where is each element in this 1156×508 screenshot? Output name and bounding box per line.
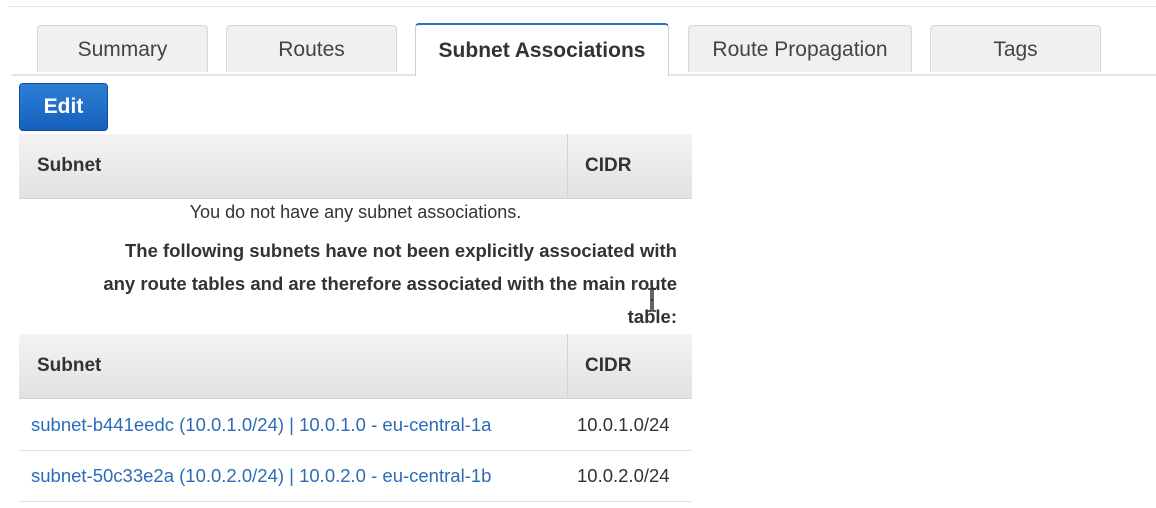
text-cursor-icon	[648, 288, 656, 312]
subnet-link[interactable]: subnet-b441eedc (10.0.1.0/24) | 10.0.1.0…	[31, 414, 492, 435]
subnets-cidr-column-header[interactable]: CIDR	[585, 355, 632, 376]
column-divider	[567, 334, 568, 398]
notice-line-1: The following subnets have not been expl…	[124, 240, 677, 261]
table-row: subnet-b441eedc (10.0.1.0/24) | 10.0.1.0…	[19, 399, 692, 451]
associations-subnet-column-header[interactable]: Subnet	[37, 155, 102, 176]
subnet-cidr: 10.0.2.0/24	[577, 465, 670, 486]
tab-tags[interactable]: Tags	[930, 25, 1101, 72]
subnet-cidr: 10.0.1.0/24	[577, 414, 670, 435]
tab-summary[interactable]: Summary	[37, 25, 208, 72]
edit-button[interactable]: Edit	[19, 83, 108, 131]
tab-route-propagation[interactable]: Route Propagation	[688, 25, 912, 72]
tab-subnet-associations[interactable]: Subnet Associations	[415, 23, 669, 76]
empty-associations-message: You do not have any subnet associations.	[189, 202, 522, 222]
associations-table-header: Subnet CIDR	[19, 134, 692, 199]
table-row: subnet-50c33e2a (10.0.2.0/24) | 10.0.2.0…	[19, 450, 692, 502]
tab-routes[interactable]: Routes	[226, 25, 397, 72]
tab-bar: Summary Routes Subnet Associations Route…	[12, 23, 1156, 76]
subnets-subnet-column-header[interactable]: Subnet	[37, 355, 102, 376]
notice-line-3: table:	[627, 306, 677, 327]
notice-line-2: any route tables and are therefore assoc…	[103, 273, 677, 294]
associations-cidr-column-header[interactable]: CIDR	[585, 155, 632, 176]
column-divider	[567, 134, 568, 198]
subnets-table-header: Subnet CIDR	[19, 334, 692, 399]
subnet-link[interactable]: subnet-50c33e2a (10.0.2.0/24) | 10.0.2.0…	[31, 465, 492, 486]
main-route-table-notice: The following subnets have not been expl…	[19, 234, 677, 333]
top-divider	[8, 6, 1156, 7]
